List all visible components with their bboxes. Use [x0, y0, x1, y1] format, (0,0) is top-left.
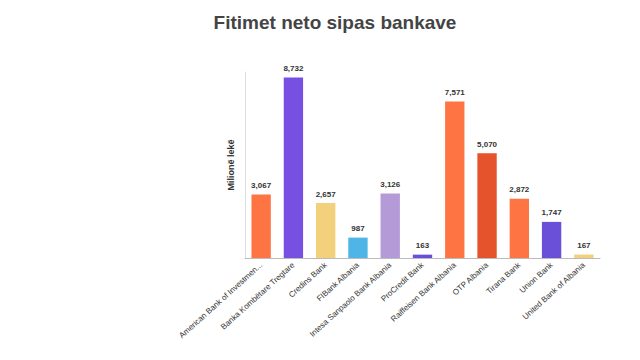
- svg-text:Banka Kombëtare Tregtare: Banka Kombëtare Tregtare: [219, 260, 297, 331]
- svg-text:ProCredit Bank: ProCredit Bank: [379, 260, 426, 304]
- svg-text:987: 987: [351, 224, 365, 233]
- svg-text:7,571: 7,571: [445, 88, 466, 97]
- svg-text:5,070: 5,070: [477, 140, 498, 149]
- svg-text:Tirana Bank: Tirana Bank: [485, 261, 523, 296]
- svg-text:2,872: 2,872: [509, 185, 530, 194]
- svg-text:United Bank of Albania: United Bank of Albania: [521, 260, 587, 321]
- svg-text:OTP Albania: OTP Albania: [451, 260, 491, 297]
- svg-text:8,732: 8,732: [283, 64, 304, 73]
- svg-text:3,067: 3,067: [251, 181, 272, 190]
- svg-text:Intesa Sanpaolo Bank Albania: Intesa Sanpaolo Bank Albania: [308, 260, 394, 339]
- svg-text:167: 167: [577, 241, 591, 250]
- svg-text:1,747: 1,747: [542, 208, 563, 217]
- svg-text:3,126: 3,126: [380, 180, 401, 189]
- svg-text:American Bank of Investmen...: American Bank of Investmen...: [177, 260, 265, 341]
- svg-text:FIBank Albania: FIBank Albania: [315, 260, 361, 304]
- svg-text:163: 163: [416, 241, 430, 250]
- svg-text:2,657: 2,657: [316, 190, 337, 199]
- svg-text:Fitimet neto sipas bankave: Fitimet neto sipas bankave: [214, 12, 457, 33]
- svg-text:Milionë lekë: Milionë lekë: [226, 139, 236, 190]
- svg-text:Union Bank: Union Bank: [517, 260, 555, 295]
- svg-text:Credins Bank: Credins Bank: [287, 260, 329, 300]
- svg-text:Raiffeisen Bank Albania: Raiffeisen Bank Albania: [389, 260, 458, 323]
